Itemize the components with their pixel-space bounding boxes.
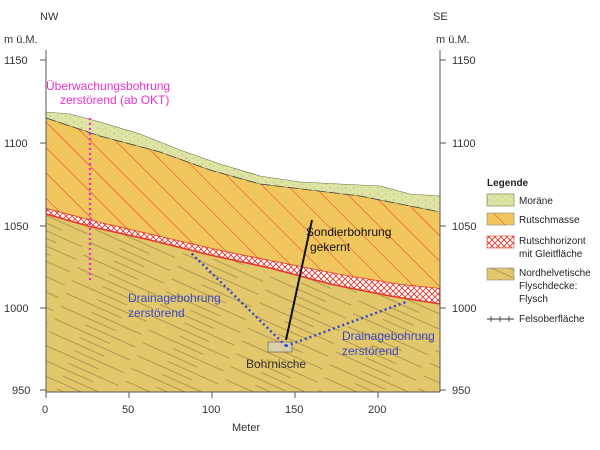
legend-swatch-flysch	[486, 267, 515, 281]
legend-label-flysch: Flyschdecke:	[519, 281, 577, 292]
right-y-ticks	[440, 59, 446, 391]
sounding-borehole-label: Sondierbohrung	[306, 225, 391, 239]
y-tick-label-left: 1050	[4, 221, 28, 233]
x-tick-label: 150	[285, 404, 303, 416]
y-tick-label-right: 1000	[452, 303, 476, 315]
elevation-unit-left: m ü.M.	[4, 34, 38, 46]
legend-label-flysch: Nordhelvetische	[519, 268, 591, 279]
x-tick-label: 0	[42, 404, 48, 416]
x-tick-label: 50	[122, 404, 134, 416]
slide-mass-layer	[46, 118, 440, 288]
monitoring-borehole-label: Überwachungsbohrung	[46, 79, 170, 93]
sounding-borehole-label: gekernt	[310, 240, 351, 254]
legend-title: Legende	[487, 178, 529, 189]
x-axis-label: Meter	[232, 422, 260, 434]
direction-nw-label: NW	[40, 11, 59, 23]
x-tick-label: 100	[202, 404, 220, 416]
y-tick-label-left: 950	[12, 385, 30, 397]
legend-label-rock-surface: Felsoberfläche	[519, 314, 585, 325]
direction-se-label: SE	[433, 11, 448, 23]
y-tick-label-left: 1000	[4, 303, 28, 315]
y-tick-label-right: 1050	[452, 221, 476, 233]
drainage-borehole-right	[285, 300, 407, 348]
legend-label-moraine: Moräne	[519, 196, 553, 207]
legend-label-slide-horizon: mit Gleitfläche	[519, 249, 583, 260]
rock-surface-line	[46, 117, 440, 213]
legend-label-slide-horizon: Rutschhorizont	[519, 236, 586, 247]
x-tick-label: 200	[368, 404, 386, 416]
x-ticks	[45, 392, 379, 398]
y-tick-label-left: 1150	[4, 55, 28, 67]
legend: Legende Moräne Rutschmasse Rutschhorizon…	[486, 178, 591, 325]
monitoring-borehole-label: zerstörend (ab OKT)	[60, 93, 169, 107]
drainage-right-label: Drainagebohrung	[342, 329, 435, 343]
left-y-ticks	[40, 59, 46, 391]
legend-swatch-slide-mass	[486, 212, 515, 226]
y-tick-label-right: 1150	[452, 55, 476, 67]
y-tick-label-right: 1100	[452, 138, 476, 150]
legend-label-flysch: Flysch	[519, 294, 548, 305]
y-tick-label-left: 1100	[4, 138, 28, 150]
y-tick-label-right: 950	[452, 385, 470, 397]
drainage-right-label: zerstörend	[342, 344, 399, 358]
legend-swatch-moraine	[486, 193, 515, 207]
drainage-left-label: zerstörend	[128, 306, 185, 320]
elevation-unit-right: m ü.M.	[436, 34, 470, 46]
drainage-left-label: Drainagebohrung	[128, 291, 221, 305]
drill-niche-label: Bohrnische	[246, 357, 306, 371]
drill-niche-shape	[267, 341, 293, 353]
legend-swatch-slide-horizon	[486, 235, 515, 249]
sounding-borehole-line	[285, 219, 313, 341]
legend-label-slide-mass: Rutschmasse	[519, 215, 580, 226]
legend-swatch-rock-surface	[487, 316, 514, 322]
drainage-borehole-left	[189, 251, 287, 347]
